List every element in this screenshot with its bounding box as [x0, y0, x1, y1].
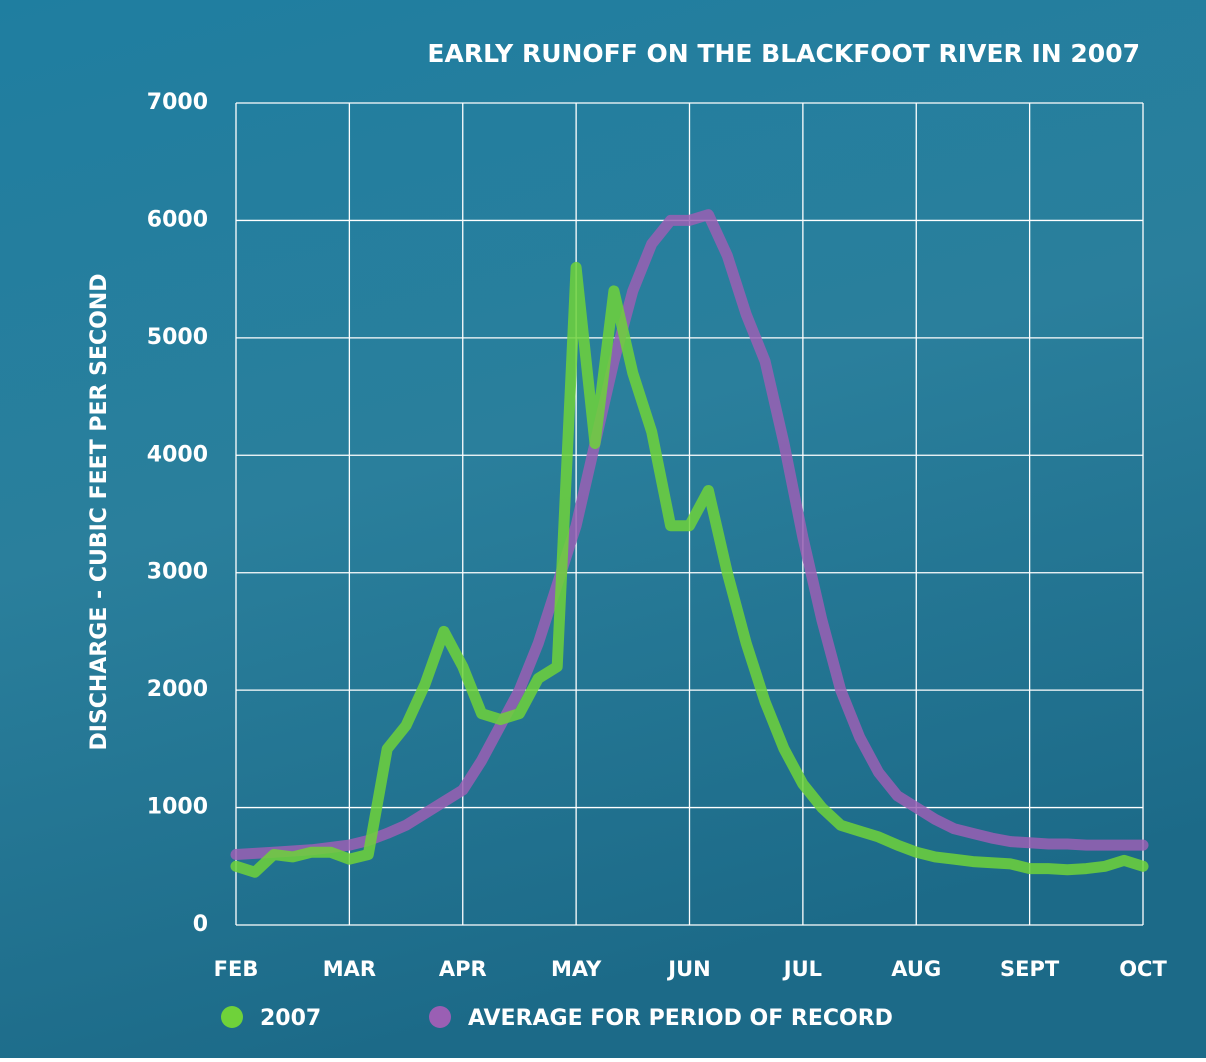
- x-tick-label: SEPT: [1000, 957, 1060, 981]
- y-tick-label: 7000: [147, 90, 208, 115]
- y-tick-label: 1000: [147, 795, 208, 820]
- legend-label: AVERAGE FOR PERIOD OF RECORD: [468, 1006, 893, 1031]
- x-tick-label: FEB: [214, 957, 259, 981]
- y-axis-label: DISCHARGE - CUBIC FEET PER SECOND: [87, 273, 112, 750]
- y-tick-label: 5000: [147, 325, 208, 350]
- x-tick-label: AUG: [891, 957, 941, 981]
- y-tick-label: 0: [193, 912, 208, 937]
- chart-title: EARLY RUNOFF ON THE BLACKFOOT RIVER IN 2…: [427, 39, 1140, 68]
- x-tick-label: MAY: [551, 957, 602, 981]
- x-tick-label: OCT: [1119, 957, 1167, 981]
- series-line: [230, 261, 1149, 878]
- x-tick-label: JUN: [666, 957, 710, 981]
- x-tick-label: JUL: [782, 957, 822, 981]
- y-tick-label: 6000: [147, 207, 208, 232]
- x-tick-label: MAR: [323, 957, 376, 981]
- legend-marker: [221, 1006, 243, 1028]
- series-line: [230, 209, 1149, 860]
- y-tick-label: 3000: [147, 560, 208, 585]
- legend-marker: [429, 1006, 451, 1028]
- x-tick-label: APR: [439, 957, 487, 981]
- y-tick-label: 2000: [147, 677, 208, 702]
- legend-label: 2007: [260, 1006, 321, 1031]
- y-tick-label: 4000: [147, 442, 208, 467]
